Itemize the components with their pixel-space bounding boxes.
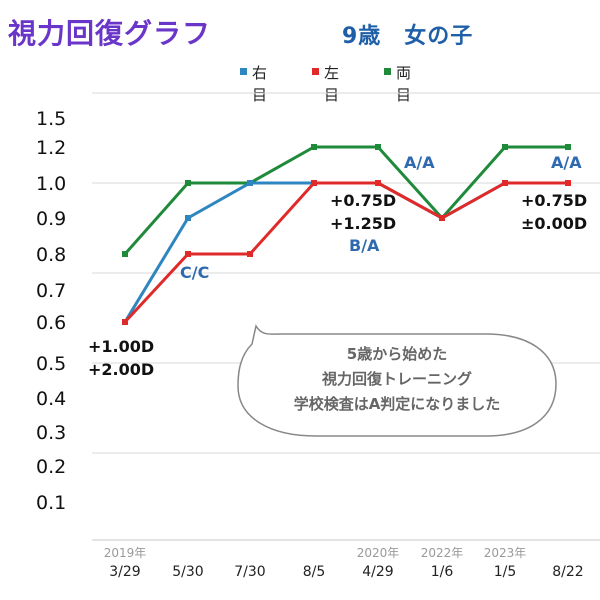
x-year-label: 2019年 bbox=[104, 546, 147, 560]
data-point bbox=[502, 144, 508, 150]
annotation-label: +0.75D bbox=[521, 191, 587, 210]
data-point bbox=[122, 251, 128, 257]
series-line bbox=[123, 145, 568, 255]
speech-bubble-text: 5歳から始めた 視力回復トレーニング 学校検査はA判定になりました bbox=[236, 342, 558, 417]
note-line-2: 視力回復トレーニング bbox=[321, 370, 472, 388]
annotation-label: +1.25D bbox=[330, 214, 396, 233]
y-tick-label: 0.4 bbox=[36, 388, 66, 410]
x-tick-label: 8/5 bbox=[303, 564, 326, 580]
data-point bbox=[185, 180, 191, 186]
x-tick-label: 3/29 bbox=[109, 564, 140, 580]
x-tick-label: 1/6 bbox=[431, 564, 454, 580]
y-tick-label: 0.2 bbox=[36, 456, 66, 478]
annotation-label: ±0.00D bbox=[521, 214, 587, 233]
data-point bbox=[565, 180, 571, 186]
data-point bbox=[311, 180, 317, 186]
annotation-label: A/A bbox=[404, 153, 435, 172]
annotation-label: +0.75D bbox=[330, 191, 396, 210]
data-point bbox=[439, 215, 445, 221]
legend-item-right: 右目 bbox=[240, 62, 268, 106]
annotation-label: C/C bbox=[180, 263, 209, 282]
x-tick-label: 8/22 bbox=[552, 564, 583, 580]
x-tick-label: 4/29 bbox=[362, 564, 393, 580]
data-point bbox=[375, 144, 381, 150]
annotation-label: +2.00D bbox=[88, 360, 154, 379]
data-point bbox=[247, 180, 253, 186]
legend-swatch-both bbox=[384, 68, 391, 75]
legend-swatch-left bbox=[312, 68, 319, 75]
speech-bubble-outline bbox=[237, 324, 557, 437]
chart-title: 視力回復グラフ bbox=[8, 17, 212, 50]
y-tick-label: 0.6 bbox=[36, 312, 66, 334]
x-year-label: 2020年 bbox=[357, 546, 400, 560]
annotation-label: +1.00D bbox=[88, 337, 154, 356]
data-point bbox=[185, 215, 191, 221]
data-point bbox=[311, 144, 317, 150]
data-point bbox=[502, 180, 508, 186]
data-point bbox=[375, 180, 381, 186]
y-tick-label: 0.3 bbox=[36, 422, 66, 444]
data-point bbox=[565, 144, 571, 150]
data-point bbox=[247, 251, 253, 257]
x-year-label: 2022年 bbox=[421, 546, 464, 560]
legend-label-left: 左目 bbox=[324, 64, 340, 104]
x-tick-label: 7/30 bbox=[234, 564, 265, 580]
note-line-1: 5歳から始めた bbox=[346, 345, 448, 363]
legend-swatch-right bbox=[240, 68, 247, 75]
x-year-label: 2023年 bbox=[484, 546, 527, 560]
y-tick-label: 0.5 bbox=[36, 353, 66, 375]
y-tick-label: 0.8 bbox=[36, 244, 66, 266]
legend-label-right: 右目 bbox=[252, 64, 268, 104]
annotation-label: A/A bbox=[551, 153, 582, 172]
legend-item-both: 両目 bbox=[384, 62, 412, 106]
y-tick-label: 1.0 bbox=[36, 173, 66, 195]
y-tick-label: 0.1 bbox=[36, 492, 66, 514]
y-tick-label: 0.7 bbox=[36, 280, 66, 302]
legend-item-left: 左目 bbox=[312, 62, 340, 106]
x-tick-label: 5/30 bbox=[172, 564, 203, 580]
chart-subtitle: 9歳 女の子 bbox=[342, 24, 474, 49]
speech-bubble bbox=[237, 324, 557, 437]
y-tick-label: 0.9 bbox=[36, 208, 66, 230]
data-point bbox=[185, 251, 191, 257]
y-tick-label: 1.2 bbox=[36, 137, 66, 159]
series-line bbox=[123, 181, 568, 324]
legend-label-both: 両目 bbox=[396, 64, 412, 104]
y-tick-label: 1.5 bbox=[36, 108, 66, 130]
legend: 右目 左目 両目 bbox=[240, 62, 440, 110]
note-line-3: 学校検査はA判定になりました bbox=[293, 395, 501, 413]
x-tick-label: 1/5 bbox=[494, 564, 517, 580]
annotation-label: B/A bbox=[349, 236, 380, 255]
data-point bbox=[122, 319, 128, 325]
